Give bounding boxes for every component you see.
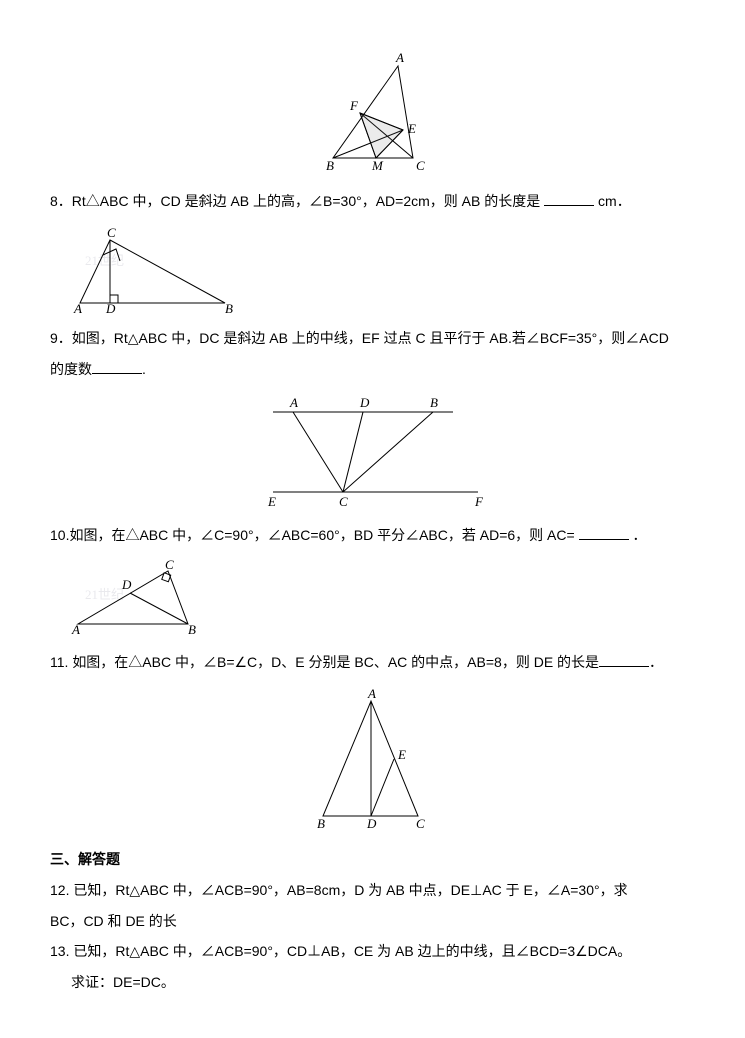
q13-line2: 求证：DE=DC。	[50, 967, 695, 998]
q9-line2: 的度数.	[50, 354, 695, 385]
q10-watermark: 21世纪	[85, 587, 124, 602]
q9-label-e: E	[267, 494, 276, 509]
label-m: M	[371, 158, 384, 173]
q10-label-b: B	[188, 622, 196, 637]
q9-label-c: C	[339, 494, 348, 509]
q8-label-b: B	[225, 301, 233, 315]
q10-text: 10.如图，在△ABC 中，∠C=90°，∠ABC=60°，BD 平分∠ABC，…	[50, 520, 695, 551]
q11-label-a: A	[367, 686, 376, 701]
q9-label-d: D	[359, 395, 370, 410]
label-c: C	[416, 158, 425, 173]
q8-unit: cm．	[594, 193, 631, 209]
q8-label-d: D	[105, 301, 116, 315]
q11-label-c: C	[416, 816, 425, 831]
figure-q8: 21世纪 C A D B	[70, 225, 240, 315]
figure-q7: A B C M E F	[298, 48, 448, 178]
figure-q9: A D B E C F	[243, 392, 503, 512]
q8-label-a: A	[73, 301, 82, 315]
q11-text: 11. 如图，在△ABC 中，∠B=∠C，D、E 分别是 BC、AC 的中点，A…	[50, 647, 695, 678]
q10-label-c: C	[165, 559, 174, 572]
label-a: A	[395, 50, 404, 65]
q9-label-a: A	[289, 395, 298, 410]
q10-label-a: A	[71, 622, 80, 637]
q9-label-f: F	[474, 494, 484, 509]
q8-label-c: C	[107, 225, 116, 240]
q12-line2: BC，CD 和 DE 的长	[50, 906, 695, 937]
q11-label-e: E	[397, 747, 406, 762]
q9-stem2: 的度数	[50, 361, 92, 377]
label-f: F	[349, 98, 359, 113]
q12-line1: 12. 已知，Rt△ABC 中，∠ACB=90°，AB=8cm，D 为 AB 中…	[50, 875, 695, 906]
q9-suffix: .	[142, 361, 146, 377]
q10-stem: 10.如图，在△ABC 中，∠C=90°，∠ABC=60°，BD 平分∠ABC，…	[50, 527, 579, 543]
q9-label-b: B	[430, 395, 438, 410]
q11-label-d: D	[366, 816, 377, 831]
figure-q10: 21世纪 C D A B	[70, 559, 230, 639]
q8-stem: 8．Rt△ABC 中，CD 是斜边 AB 上的高，∠B=30°，AD=2cm，则…	[50, 193, 544, 209]
label-b: B	[326, 158, 334, 173]
q8-blank	[544, 191, 594, 206]
label-e: E	[407, 121, 416, 136]
q10-label-d: D	[121, 577, 132, 592]
q13-line1: 13. 已知，Rt△ABC 中，∠ACB=90°，CD⊥AB，CE 为 AB 边…	[50, 936, 695, 967]
q9-triangle	[293, 412, 433, 492]
q11-label-b: B	[317, 816, 325, 831]
q8-triangle	[80, 240, 225, 303]
q11-stem: 11. 如图，在△ABC 中，∠B=∠C，D、E 分别是 BC、AC 的中点，A…	[50, 654, 599, 670]
q8-text: 8．Rt△ABC 中，CD 是斜边 AB 上的高，∠B=30°，AD=2cm，则…	[50, 186, 695, 217]
figure-q11: A E B D C	[293, 686, 453, 836]
q11-blank	[599, 652, 649, 667]
section3-title: 三、解答题	[50, 844, 695, 875]
q11-suffix: ．	[649, 654, 663, 670]
q10-blank	[579, 525, 629, 540]
q10-suffix: ．	[629, 527, 647, 543]
q9-line1: 9．如图，Rt△ABC 中，DC 是斜边 AB 上的中线，EF 过点 C 且平行…	[50, 323, 695, 354]
q9-blank	[92, 359, 142, 374]
